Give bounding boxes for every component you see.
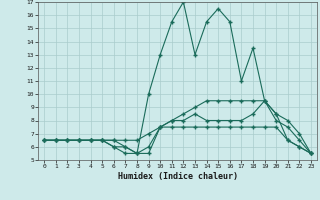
X-axis label: Humidex (Indice chaleur): Humidex (Indice chaleur) (118, 172, 238, 181)
